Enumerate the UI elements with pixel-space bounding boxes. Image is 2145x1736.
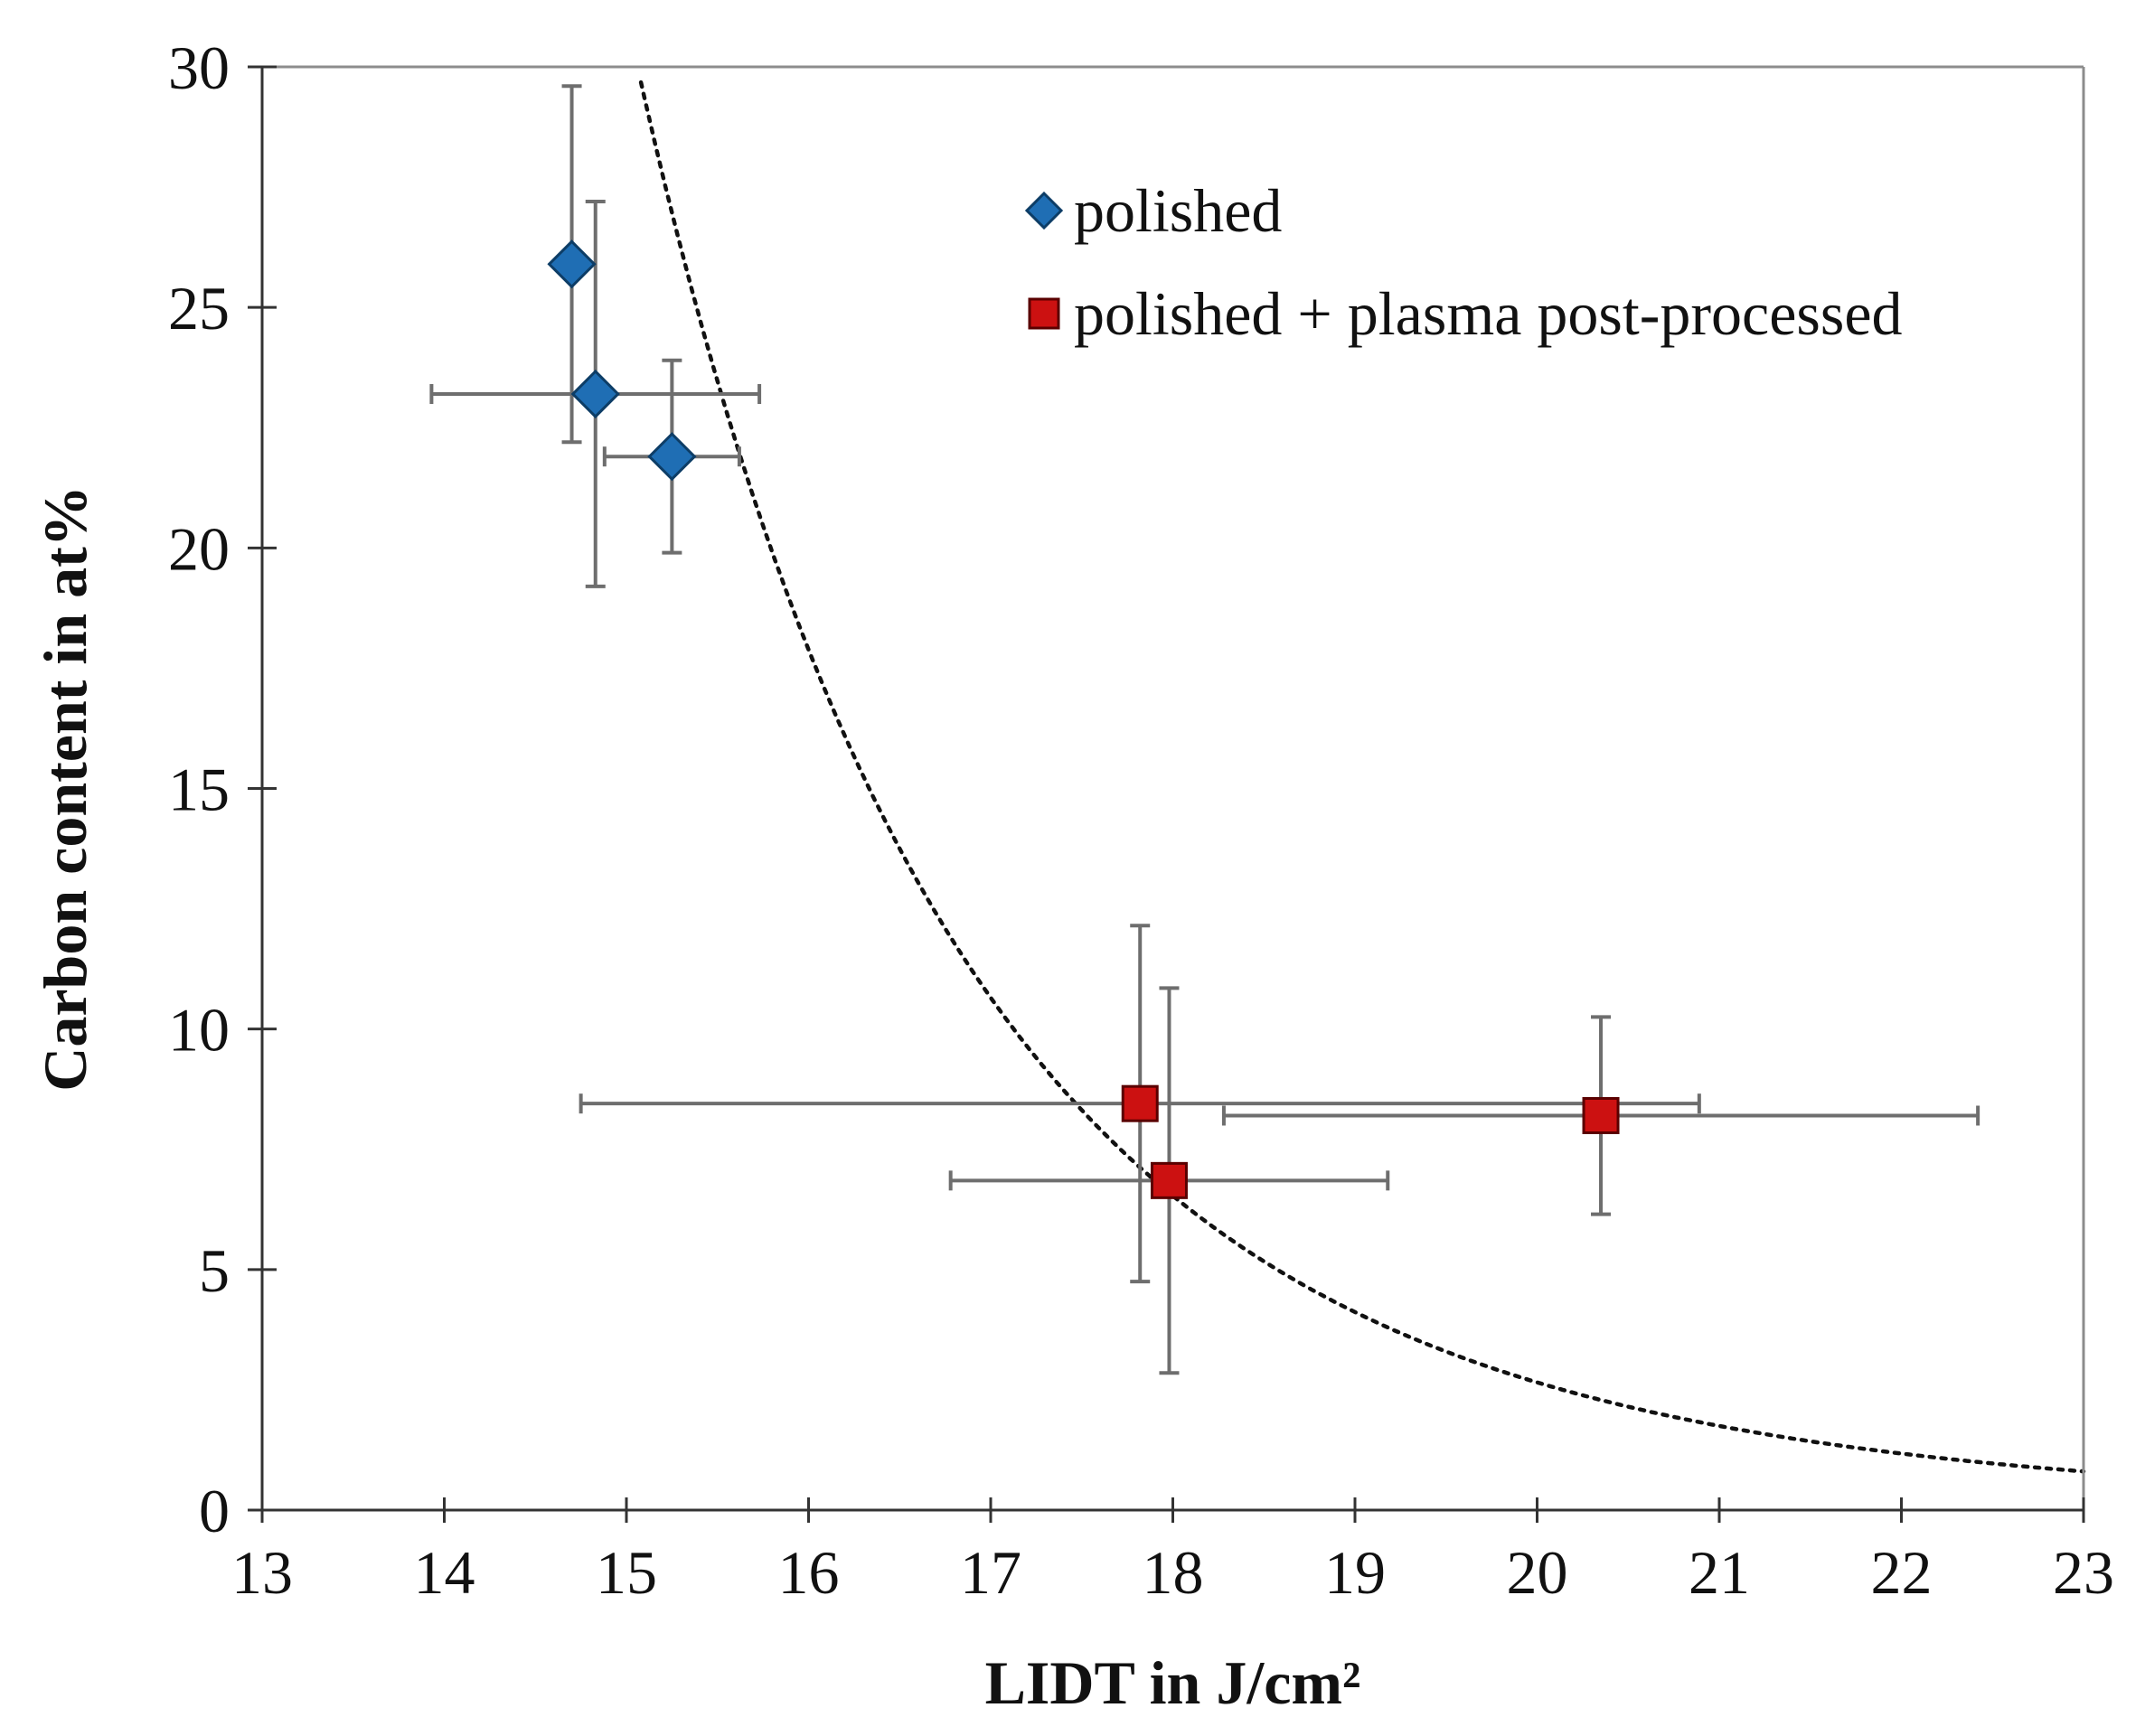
data-point-plasma — [1150, 1161, 1188, 1199]
legend-marker-plasma — [1028, 297, 1060, 330]
y-tick-label: 30 — [168, 33, 230, 102]
x-tick-label: 18 — [1143, 1538, 1204, 1607]
data-point-polished — [647, 432, 697, 482]
y-tick-label: 5 — [199, 1236, 230, 1305]
x-axis-title: LIDT in J/cm² — [985, 1648, 1361, 1717]
y-tick-label: 20 — [168, 514, 230, 583]
y-tick-label: 25 — [168, 274, 230, 343]
data-point-plasma — [1582, 1096, 1620, 1134]
x-tick-label: 13 — [231, 1538, 293, 1607]
x-tick-label: 14 — [414, 1538, 475, 1607]
legend-marker-polished — [1024, 191, 1064, 230]
legend: polished polished + plasma post-processed — [1024, 176, 1903, 348]
legend-label: polished + plasma post-processed — [1074, 279, 1903, 348]
y-axis-title: Carbon content in at% — [31, 485, 99, 1092]
trendline-layer — [638, 80, 2086, 1474]
marker-layer — [547, 239, 1620, 1199]
trendline — [638, 80, 2086, 1474]
x-tick-label: 23 — [2053, 1538, 2114, 1607]
x-tick-label: 16 — [778, 1538, 840, 1607]
data-point-plasma — [1121, 1084, 1159, 1122]
data-point-polished — [570, 369, 620, 419]
y-tick-label: 15 — [168, 755, 230, 824]
x-tick-label: 17 — [960, 1538, 1021, 1607]
y-tick-label: 0 — [199, 1477, 230, 1545]
x-tick-label: 22 — [1871, 1538, 1933, 1607]
x-tick-label: 15 — [596, 1538, 657, 1607]
y-tick-label: 10 — [168, 996, 230, 1065]
data-point-polished — [547, 239, 597, 289]
x-tick-label: 21 — [1689, 1538, 1750, 1607]
axis-layer: 13 14 15 16 17 18 19 20 21 22 23 0 5 10 15 20 25 30 — [168, 33, 2114, 1607]
x-tick-label: 19 — [1324, 1538, 1386, 1607]
legend-label: polished — [1074, 176, 1282, 245]
x-tick-label: 20 — [1507, 1538, 1568, 1607]
